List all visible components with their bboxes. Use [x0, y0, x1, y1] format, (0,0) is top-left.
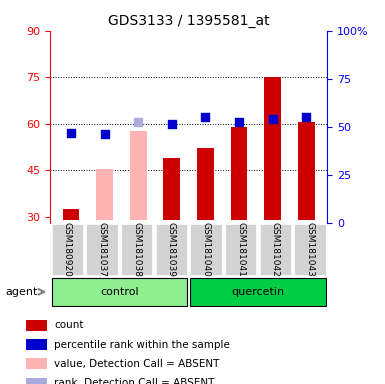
FancyBboxPatch shape: [259, 224, 291, 275]
Bar: [130, 131, 147, 220]
Bar: [96, 169, 113, 220]
Text: agent: agent: [5, 287, 38, 297]
FancyBboxPatch shape: [190, 278, 325, 306]
Point: [203, 114, 209, 121]
Title: GDS3133 / 1395581_at: GDS3133 / 1395581_at: [108, 14, 270, 28]
Bar: [264, 77, 281, 220]
FancyBboxPatch shape: [52, 278, 187, 306]
Text: GSM181042: GSM181042: [271, 222, 280, 277]
FancyBboxPatch shape: [225, 224, 256, 275]
Point: [270, 116, 276, 122]
Bar: [26, 358, 47, 369]
Text: GSM181040: GSM181040: [201, 222, 211, 277]
Text: GSM181038: GSM181038: [132, 222, 141, 277]
Text: rank, Detection Call = ABSENT: rank, Detection Call = ABSENT: [54, 378, 214, 384]
Text: count: count: [54, 320, 84, 330]
FancyBboxPatch shape: [52, 224, 83, 275]
Bar: [26, 339, 47, 350]
Point: [102, 131, 108, 137]
Text: GSM181037: GSM181037: [97, 222, 107, 277]
Bar: [26, 320, 47, 331]
FancyBboxPatch shape: [190, 224, 222, 275]
Text: quercetin: quercetin: [231, 287, 285, 297]
Point: [135, 119, 141, 125]
Point: [68, 130, 74, 136]
Bar: [197, 148, 214, 220]
FancyBboxPatch shape: [121, 224, 152, 275]
Point: [303, 114, 309, 121]
Bar: [298, 122, 315, 220]
Text: percentile rank within the sample: percentile rank within the sample: [54, 339, 230, 349]
Text: GSM181041: GSM181041: [236, 222, 245, 277]
Bar: [164, 158, 180, 220]
FancyBboxPatch shape: [86, 224, 118, 275]
Bar: [231, 127, 248, 220]
Text: value, Detection Call = ABSENT: value, Detection Call = ABSENT: [54, 359, 219, 369]
Text: GSM181043: GSM181043: [305, 222, 315, 277]
Text: control: control: [100, 287, 139, 297]
Point: [169, 121, 175, 127]
Text: GSM180920: GSM180920: [63, 222, 72, 277]
Point: [236, 119, 242, 125]
FancyBboxPatch shape: [156, 224, 187, 275]
Bar: [26, 378, 47, 384]
Bar: [63, 209, 79, 220]
Text: GSM181039: GSM181039: [167, 222, 176, 277]
FancyBboxPatch shape: [294, 224, 325, 275]
